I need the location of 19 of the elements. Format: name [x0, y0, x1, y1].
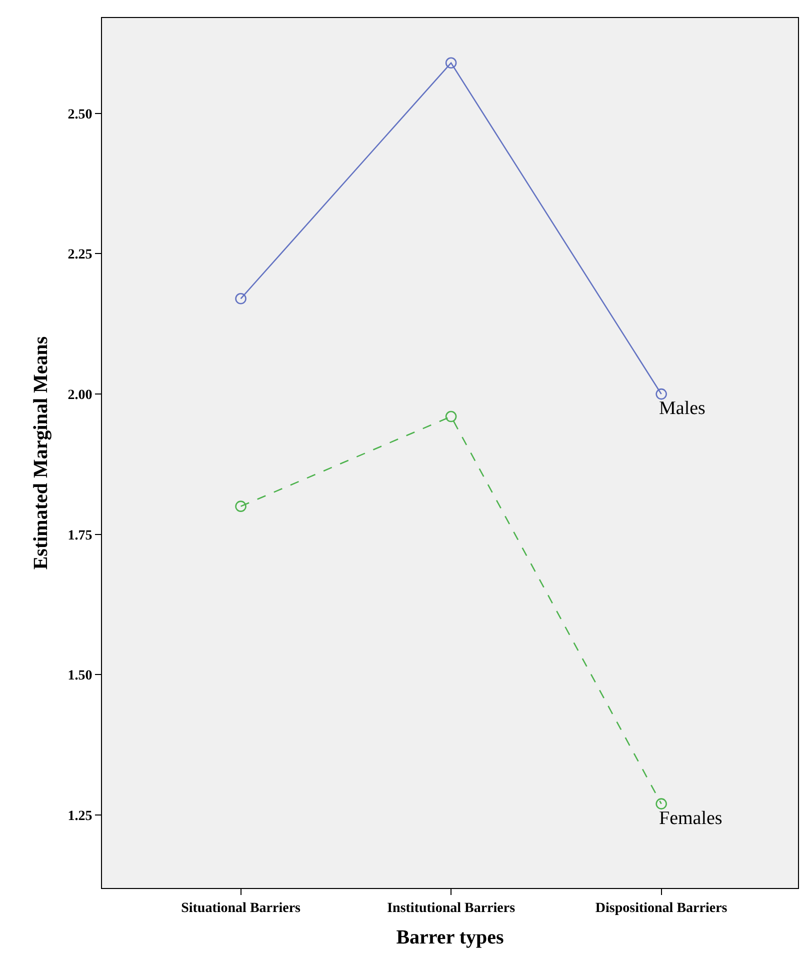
y-tick-label: 2.50: [68, 107, 92, 122]
point: [656, 798, 667, 810]
x-tick-label: Dispositional Barriers: [595, 900, 728, 916]
y-tick-label: 1.50: [68, 668, 92, 684]
y-axis-title: Estimated Marginal Means: [30, 336, 52, 570]
point: [235, 500, 246, 512]
point: [235, 293, 246, 304]
point: [656, 388, 667, 400]
y-tick-label: 2.00: [68, 388, 92, 403]
point: [445, 410, 457, 422]
series-label: Males: [659, 398, 706, 419]
y-tick-label: 2.25: [68, 248, 92, 263]
point: [445, 57, 457, 69]
y-tick-label: 1.75: [68, 528, 92, 544]
x-tick-label: Institutional Barriers: [387, 900, 516, 916]
series-label: Females: [659, 808, 722, 829]
x-tick-label: Situational Barriers: [181, 900, 302, 916]
x-axis-title: Barrer types: [396, 926, 504, 948]
y-tick-label: 1.25: [68, 808, 92, 824]
